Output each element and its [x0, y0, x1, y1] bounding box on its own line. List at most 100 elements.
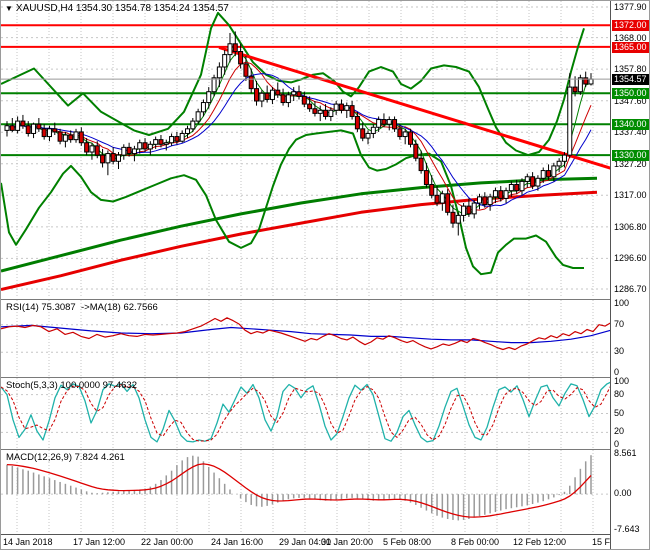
candle-up: [4, 125, 10, 131]
time-axis-label: 22 Jan 00:00: [141, 537, 194, 547]
candle-down: [78, 131, 84, 144]
candle-down: [41, 128, 47, 138]
candle-up: [519, 180, 525, 192]
candle-up: [163, 142, 169, 145]
chart-title: ▼ XAUUSD,H4 1354.30 1354.78 1354.24 1354.…: [5, 3, 229, 14]
macd-plot[interactable]: [1, 450, 613, 534]
slow-ma-red-line: [1, 190, 598, 292]
rsi-plot[interactable]: [1, 300, 613, 377]
price-tick-label: 1337.40: [614, 127, 647, 138]
candle-up: [185, 128, 191, 134]
candle-down: [94, 145, 100, 156]
rsi-label: RSI(14) 75.3087 ->MA(18) 62.7566: [6, 302, 158, 313]
candle-up: [344, 105, 350, 111]
candle-up: [461, 205, 467, 216]
candle-up: [206, 91, 212, 104]
candle-down: [381, 119, 387, 125]
candle-up: [370, 126, 376, 134]
candle-down: [498, 190, 504, 199]
candle-up: [477, 196, 483, 204]
candle-down: [68, 134, 74, 141]
slow-ma-green-line: [1, 176, 598, 273]
rsi-panel[interactable]: RSI(14) 75.3087 ->MA(18) 62.7566: [1, 299, 613, 377]
indicator-tick-label: 8.561: [614, 448, 637, 458]
rsi-ma-line: [1, 324, 612, 344]
candle-up: [492, 190, 498, 198]
candle-up: [222, 54, 228, 68]
candle-up: [508, 183, 514, 192]
candle-up: [386, 119, 392, 125]
bollinger-lower-band: [1, 129, 584, 276]
candle-up: [195, 111, 201, 122]
price-tick-label: 1377.90: [614, 2, 647, 12]
price-tick-label: 1368.00: [614, 32, 647, 43]
main-chart-panel[interactable]: ▼ XAUUSD,H4 1354.30 1354.78 1354.24 1354.…: [1, 1, 613, 298]
current-price-badge: 1354.57: [612, 74, 649, 86]
candle-down: [413, 143, 419, 159]
stochastic-plot[interactable]: [1, 378, 613, 449]
price-tick-label: 1357.80: [614, 64, 647, 75]
candle-down: [583, 77, 589, 85]
candle-down: [301, 95, 307, 105]
macd-label: MACD(12,26,9) 7.824 4.261: [6, 452, 125, 463]
time-axis-label: 31 Jan 20:00: [321, 537, 374, 547]
candle-down: [248, 75, 254, 90]
candle-up: [285, 94, 291, 104]
time-axis-label: 8 Feb 00:00: [451, 537, 500, 547]
candle-down: [407, 131, 413, 145]
candle-down: [9, 125, 15, 131]
time-axis[interactable]: 14 Jan 2018 17 Jan 12:00 22 Jan 00:00 24 Ja…: [1, 534, 649, 549]
stoch-k-line: [1, 381, 612, 443]
candle-up: [365, 132, 371, 139]
symbol-dropdown-icon[interactable]: ▼: [5, 4, 13, 13]
candle-down: [264, 92, 270, 100]
candle-down: [514, 183, 520, 192]
bollinger-upper-band: [1, 11, 585, 157]
candle-down: [142, 142, 148, 150]
candle-down: [243, 63, 249, 77]
candle-up: [551, 165, 557, 178]
candle-down: [546, 170, 552, 178]
candle-up: [535, 177, 541, 187]
indicator-tick-label: 0: [614, 439, 620, 449]
time-axis-label: 17 Jan 12:00: [73, 537, 126, 547]
price-tick-label: 1327.20: [614, 158, 647, 169]
time-axis-label: 5 Feb 08:00: [383, 537, 432, 547]
candle-up: [376, 119, 382, 128]
candle-up: [62, 134, 68, 142]
candle-down: [52, 128, 58, 133]
candle-up: [291, 91, 297, 96]
candle-down: [466, 205, 472, 215]
green-level-badge: 1340.00: [612, 119, 649, 131]
descending-trendline: [218, 46, 613, 171]
candle-up: [190, 120, 196, 130]
indicator-tick-label: -7.643: [614, 524, 640, 534]
main-chart-plot[interactable]: [1, 1, 613, 298]
candle-down: [338, 103, 344, 111]
candle-down: [307, 103, 313, 110]
candle-down: [349, 105, 355, 117]
stochastic-panel[interactable]: Stoch(5,3,3) 100.0000 97.4632: [1, 377, 613, 449]
candle-down: [84, 142, 90, 153]
candle-up: [259, 92, 265, 102]
indicator-tick-label: 80: [614, 388, 625, 399]
macd-panel[interactable]: MACD(12,26,9) 7.824 4.261: [1, 449, 613, 534]
candle-down: [354, 115, 360, 130]
candle-up: [121, 146, 127, 156]
indicator-tick-label: 20: [614, 426, 625, 437]
candle-down: [280, 94, 286, 104]
price-axis[interactable]: 1377.90 1368.00 1357.80 1347.60 1337.40 1327.…: [610, 1, 649, 549]
candle-up: [556, 160, 562, 167]
candle-down: [275, 89, 281, 96]
candle-up: [179, 132, 185, 142]
candle-up: [269, 89, 275, 100]
indicator-tick-label: 100: [614, 376, 630, 386]
indicator-tick-label: 50: [614, 407, 625, 418]
candle-up: [588, 78, 594, 85]
candle-up: [455, 214, 461, 224]
candle-up: [577, 77, 583, 93]
candle-down: [36, 123, 42, 130]
candle-down: [397, 128, 403, 138]
indicator-tick-label: 0: [614, 367, 620, 377]
